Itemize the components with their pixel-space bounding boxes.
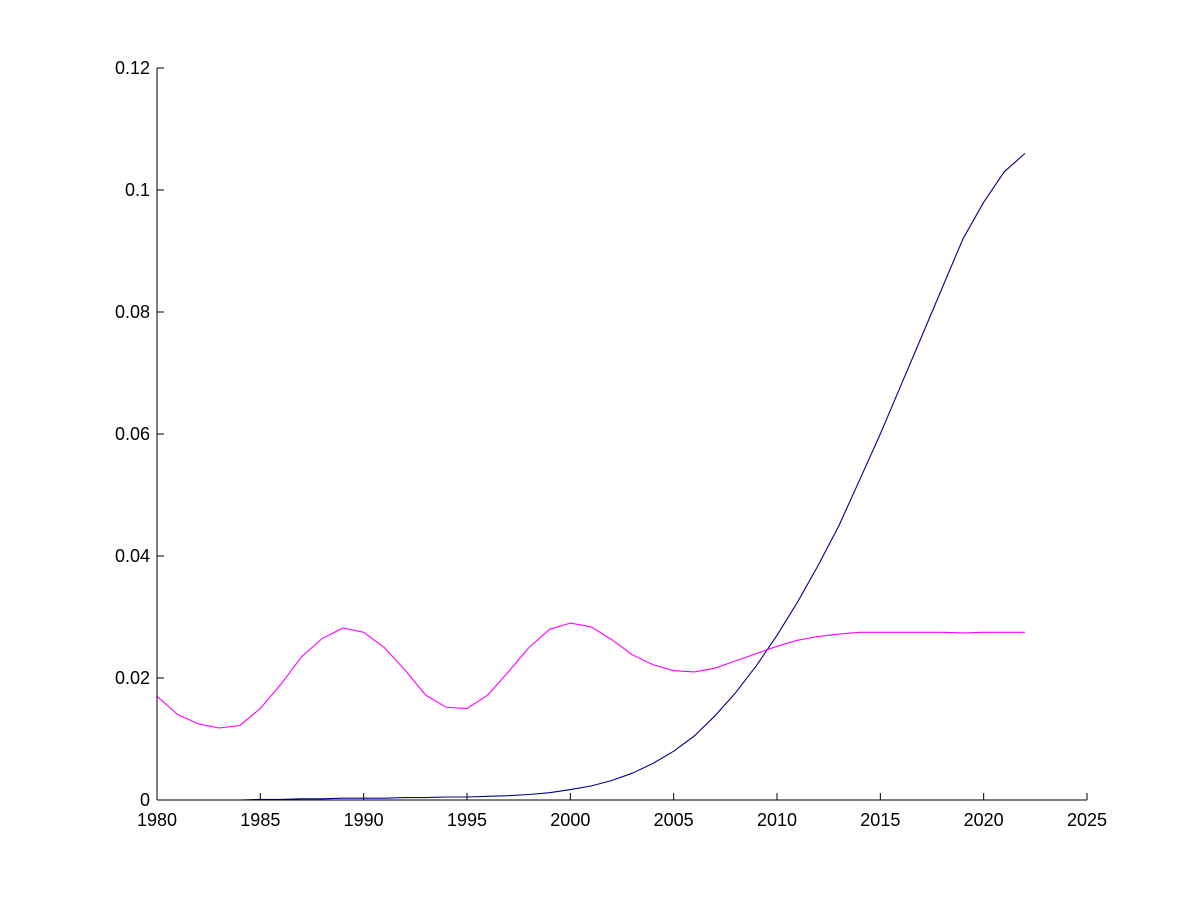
y-tick-label: 0 [140, 790, 150, 810]
x-tick-label: 2005 [654, 810, 694, 830]
y-tick-label: 0.02 [115, 668, 150, 688]
x-tick-label: 1995 [447, 810, 487, 830]
series-layer [156, 152, 1026, 801]
y-tick-label: 0.06 [115, 424, 150, 444]
series-line-2 [156, 622, 1025, 729]
x-tick-label: 2010 [757, 810, 797, 830]
x-tick-label: 2000 [550, 810, 590, 830]
x-tick-label: 2025 [1067, 810, 1107, 830]
x-axis: 1980 1985 1990 1995 2000 2005 2010 2015 2020 2025 [137, 793, 1107, 830]
x-tick-label: 2015 [860, 810, 900, 830]
series-line-1 [157, 152, 1026, 801]
y-tick-label: 0.04 [115, 546, 150, 566]
y-tick-label: 0.12 [115, 58, 150, 78]
y-tick-label: 0.08 [115, 302, 150, 322]
y-tick-label: 0.1 [125, 180, 150, 200]
x-tick-label: 1990 [344, 810, 384, 830]
x-tick-label: 1985 [240, 810, 280, 830]
x-tick-label: 1980 [137, 810, 177, 830]
x-tick-label: 2020 [964, 810, 1004, 830]
y-axis: 0 0.02 0.04 0.06 0.08 0.1 0.12 [115, 58, 164, 810]
